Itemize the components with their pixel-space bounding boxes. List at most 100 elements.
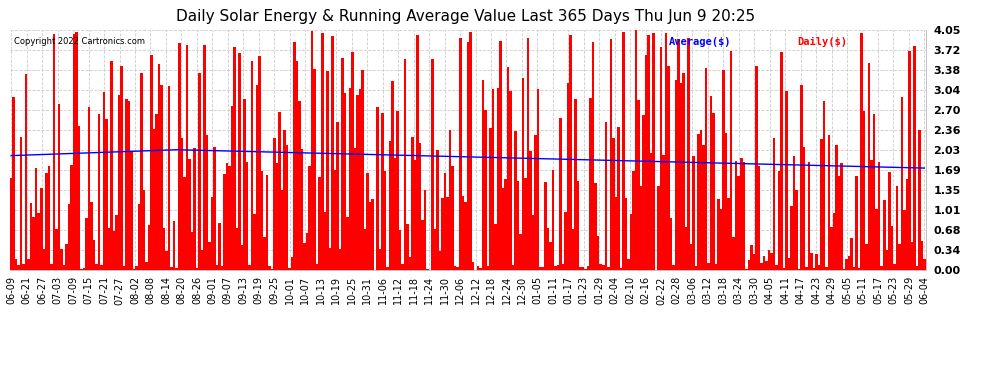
Bar — [401, 264, 404, 270]
Bar — [461, 196, 464, 270]
Bar — [331, 36, 334, 270]
Bar — [196, 268, 198, 270]
Bar — [670, 218, 672, 270]
Bar — [740, 158, 742, 270]
Bar — [845, 260, 847, 270]
Bar — [417, 35, 419, 270]
Bar — [65, 244, 67, 270]
Bar — [35, 168, 38, 270]
Bar — [853, 267, 855, 270]
Bar — [723, 70, 725, 270]
Bar — [193, 148, 196, 270]
Bar — [735, 161, 738, 270]
Bar — [471, 262, 474, 270]
Bar — [175, 268, 178, 270]
Bar — [180, 138, 183, 270]
Bar — [772, 138, 775, 270]
Bar — [158, 64, 160, 270]
Bar — [55, 229, 57, 270]
Bar — [231, 106, 234, 270]
Bar — [434, 229, 437, 270]
Bar — [456, 267, 459, 270]
Bar — [321, 33, 324, 270]
Bar — [234, 47, 236, 270]
Bar — [821, 139, 823, 270]
Bar — [356, 95, 358, 270]
Bar — [363, 229, 366, 270]
Bar — [805, 267, 808, 270]
Bar — [263, 237, 265, 270]
Bar — [847, 256, 850, 270]
Bar — [525, 178, 527, 270]
Bar — [273, 138, 276, 270]
Bar — [93, 240, 95, 270]
Bar — [798, 268, 800, 270]
Bar — [381, 113, 384, 270]
Bar — [652, 33, 654, 270]
Bar — [855, 176, 858, 270]
Bar — [344, 93, 346, 270]
Bar — [60, 249, 62, 270]
Bar — [258, 56, 260, 270]
Bar — [612, 138, 615, 270]
Bar — [20, 137, 23, 270]
Bar — [168, 86, 170, 270]
Bar — [459, 38, 461, 270]
Bar — [52, 34, 55, 270]
Bar — [183, 177, 185, 270]
Bar — [10, 178, 13, 270]
Bar — [70, 165, 72, 270]
Bar — [767, 251, 770, 270]
Bar — [584, 269, 587, 270]
Bar — [188, 159, 190, 270]
Bar — [90, 202, 93, 270]
Bar — [921, 240, 923, 270]
Bar — [213, 147, 216, 270]
Bar — [647, 35, 649, 270]
Bar — [750, 245, 752, 270]
Bar — [913, 46, 916, 270]
Bar — [432, 58, 434, 270]
Bar — [218, 224, 221, 270]
Bar — [659, 46, 662, 270]
Bar — [427, 269, 429, 270]
Bar — [246, 162, 248, 270]
Bar — [690, 244, 692, 270]
Bar — [790, 206, 793, 270]
Bar — [165, 251, 168, 270]
Bar — [813, 268, 815, 270]
Bar — [680, 82, 682, 270]
Bar — [649, 153, 652, 270]
Bar — [283, 130, 286, 270]
Bar — [437, 150, 439, 270]
Bar — [241, 244, 244, 270]
Bar — [664, 33, 667, 270]
Bar — [371, 200, 373, 270]
Bar — [15, 260, 18, 270]
Bar — [399, 230, 401, 270]
Bar — [253, 214, 255, 270]
Bar — [57, 104, 60, 270]
Bar — [314, 69, 316, 270]
Bar — [211, 197, 213, 270]
Bar — [700, 130, 702, 270]
Bar — [489, 128, 492, 270]
Bar — [592, 42, 594, 270]
Bar — [800, 85, 803, 270]
Text: Average($): Average($) — [669, 37, 732, 47]
Bar — [105, 119, 108, 270]
Bar — [567, 82, 569, 270]
Bar — [710, 96, 713, 270]
Bar — [143, 190, 146, 270]
Bar — [760, 263, 762, 270]
Bar — [728, 198, 730, 270]
Bar — [396, 111, 399, 270]
Bar — [780, 52, 783, 270]
Bar — [842, 269, 845, 270]
Bar — [708, 263, 710, 270]
Bar — [481, 80, 484, 270]
Bar — [685, 227, 687, 270]
Bar — [530, 151, 532, 270]
Bar — [108, 228, 110, 270]
Bar — [546, 228, 549, 270]
